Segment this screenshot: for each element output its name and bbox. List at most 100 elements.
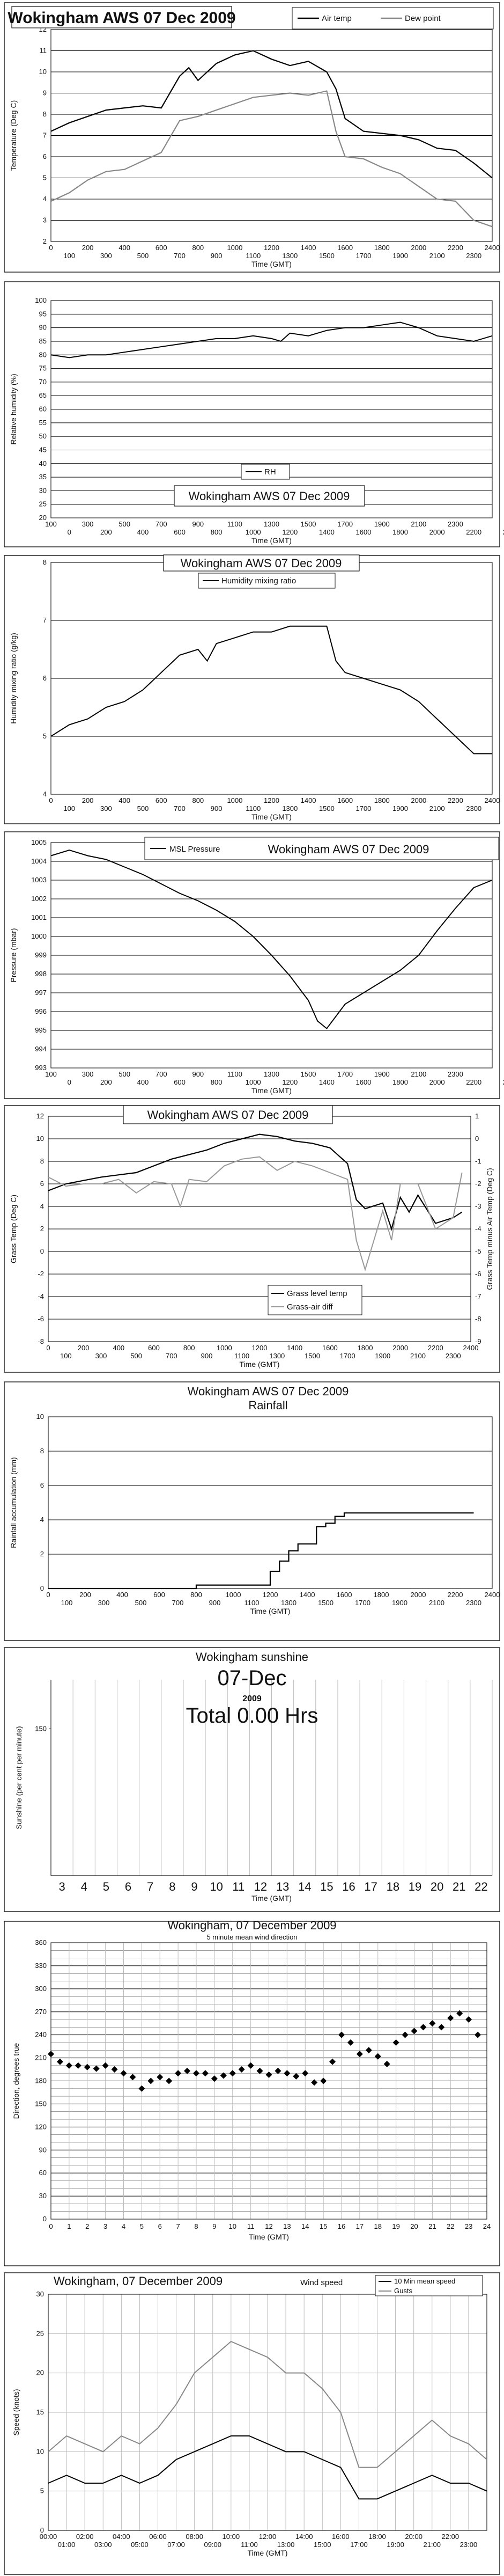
wind-direction-point: [184, 2067, 191, 2074]
panel-frame-wdir: [4, 1921, 500, 2266]
chart-sun: 150 3 4 5 6 7 8 9 10 11 12 13 14 15 16 17 18 19 20 21 22 Time…: [14, 1650, 493, 1902]
x-tick-label: 1200: [252, 1344, 268, 1352]
x-tick-label: 100: [45, 1070, 57, 1078]
x-tick-label: 1200: [264, 796, 279, 804]
x-tick-label: 15:00: [314, 2541, 331, 2549]
legend: [198, 573, 336, 589]
y2-tick-label: -8: [475, 1315, 481, 1323]
wind-direction-point: [75, 2062, 81, 2069]
x-tick-label: 2300: [446, 1352, 461, 1360]
y-tick-label: 50: [39, 432, 47, 440]
y-axis-label: Direction, degrees true: [12, 2043, 20, 2119]
wind-direction-point: [166, 2077, 173, 2084]
y-tick-label: 75: [39, 364, 47, 372]
plot-frame: [50, 29, 493, 242]
wind-direction-point: [320, 2077, 327, 2084]
y-tick-label: 8: [40, 1447, 44, 1455]
legend-label-mixing-ratio: Humidity mixing ratio: [221, 576, 296, 586]
title-box: [11, 6, 232, 28]
y-tick-label: 55: [39, 419, 47, 427]
y-tick-label: 994: [35, 1045, 47, 1053]
chart-mix: 4 5 6 7 8 0 200 400 600 800 1000 1200 1400 1600 1800 20…: [9, 554, 500, 821]
chart-title: Wokingham AWS 07 Dec 2009: [147, 1108, 309, 1122]
chart-year: 2009: [242, 1694, 262, 1703]
y2-tick-label: -4: [475, 1225, 481, 1233]
series-line-msl-pressure: [50, 849, 493, 1029]
chart-rh: 20 25 30 35 40 45 50 55 60 65 70 75 80 85 90 95 100 100 30…: [9, 296, 504, 545]
x-tick-label: 300: [98, 1599, 110, 1607]
x-tick-label: 400: [118, 796, 130, 804]
x-tick-label: 11: [247, 2222, 255, 2230]
x-tick-label: 00:00: [40, 2533, 57, 2541]
x-tick-label: 3: [58, 1880, 65, 1893]
x-tick-label: 400: [116, 1591, 128, 1599]
y-tick-label: 360: [35, 1938, 47, 1946]
y-tick-label: 7: [43, 131, 47, 140]
x-tick-label: 800: [192, 244, 204, 252]
y-tick-label: 90: [39, 324, 47, 332]
y-tick-label: 10: [36, 2447, 44, 2455]
y-tick-label: 7: [43, 616, 47, 624]
x-tick-label: 2400: [485, 244, 500, 252]
x-tick-label: 900: [209, 1599, 221, 1607]
y-axis-label: Humidity mixing ratio (g/kg): [9, 633, 18, 724]
x-tick-label: 12:00: [259, 2533, 277, 2541]
x-tick-label: 2300: [466, 1599, 481, 1607]
chart-pres: 9939949959969979989991000100110021003100…: [9, 837, 504, 1095]
x-tick-label: 1700: [340, 1352, 355, 1360]
x-tick-label: 0: [49, 796, 53, 804]
x-tick-label: 1300: [282, 252, 298, 260]
series-line-grass-level-temp: [48, 1133, 463, 1231]
y-tick-label: -8: [38, 1337, 44, 1345]
wind-direction-point: [65, 2062, 72, 2069]
x-tick-label: 1: [67, 2222, 71, 2230]
wind-direction-point: [275, 2067, 281, 2074]
x-tick-label: 1700: [355, 252, 371, 260]
x-tick-label: 200: [82, 796, 94, 804]
sunshine-total: Total 0.00 Hrs: [186, 1704, 318, 1728]
y2-axis-label: Grass Temp minus Air Temp (Deg C): [485, 1168, 494, 1290]
x-axis-label: Time (GMT): [240, 1360, 280, 1368]
x-tick-label: 2100: [429, 804, 445, 813]
wind-direction-point: [220, 2072, 227, 2079]
y-tick-label: 1000: [31, 932, 47, 940]
y-tick-label: 100: [35, 296, 47, 304]
x-tick-label: 16:00: [332, 2533, 350, 2541]
y-tick-label: 270: [35, 2008, 47, 2016]
wind-direction-point: [329, 2058, 336, 2065]
y-tick-label: 997: [35, 989, 47, 997]
panel-frame-rain: [4, 1381, 500, 1641]
x-tick-label: 21: [453, 1880, 465, 1893]
x-tick-label: 0: [68, 528, 71, 536]
x-tick-label: 01:00: [58, 2541, 76, 2549]
wind-direction-point: [202, 2070, 209, 2077]
panel-frame-temp: [4, 2, 500, 273]
x-tick-label: 1800: [392, 528, 408, 536]
x-tick-label: 1000: [246, 528, 261, 536]
y-axis-label: Rainfall accumulation (mm): [9, 1457, 18, 1548]
panel-frame-wspd: [4, 2272, 500, 2575]
x-tick-label: 900: [211, 804, 223, 813]
y-tick-label: 180: [35, 2077, 47, 2085]
x-tick-label: 700: [174, 252, 186, 260]
wind-direction-point: [293, 2073, 300, 2080]
x-tick-label: 9: [212, 2222, 216, 2230]
y-tick-label: 3: [43, 216, 47, 224]
chart-subtitle: 5 minute mean wind direction: [206, 1933, 297, 1941]
x-tick-label: 1200: [264, 244, 279, 252]
x-tick-label: 700: [174, 804, 186, 813]
y-tick-label: 210: [35, 2054, 47, 2062]
y-tick-label: 10: [39, 68, 47, 76]
plot-frame: [50, 300, 493, 518]
x-tick-label: 21: [428, 2222, 436, 2230]
y-tick-label: 95: [39, 310, 47, 318]
x-tick-label: 100: [61, 1599, 73, 1607]
x-tick-label: 1300: [264, 1070, 279, 1078]
chart-subtitle: 07-Dec: [218, 1666, 287, 1690]
y-tick-label: 25: [36, 2329, 44, 2337]
x-tick-label: 2400: [503, 528, 504, 536]
wind-direction-point: [56, 2058, 63, 2065]
x-tick-label: 800: [190, 1591, 202, 1599]
title-box: [163, 554, 360, 572]
